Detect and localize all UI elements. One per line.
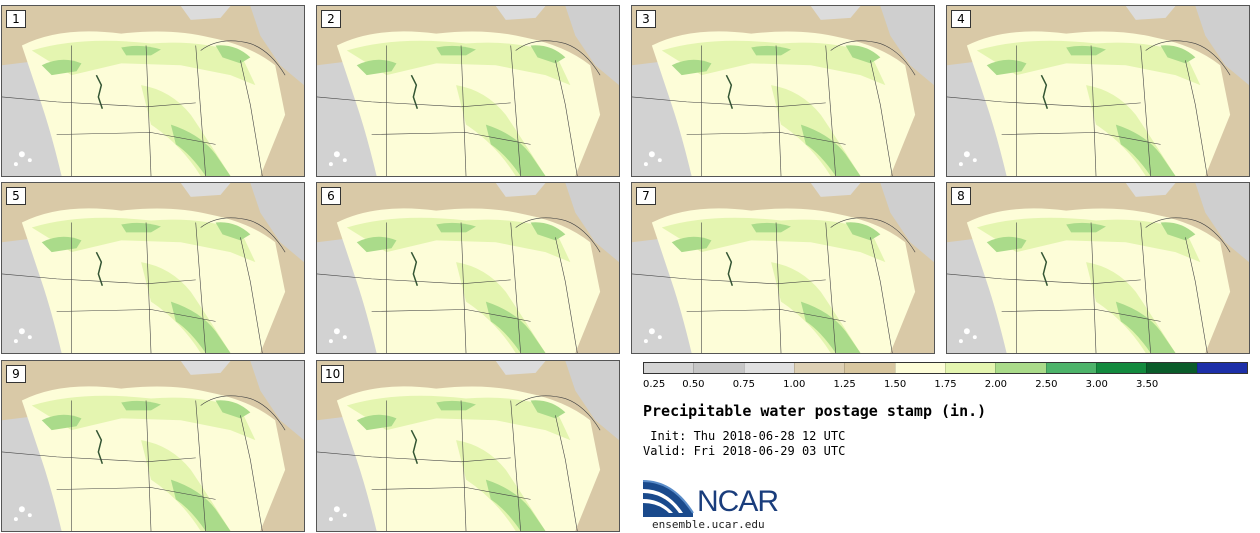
precipitable-water-map bbox=[2, 183, 304, 353]
map-panel-9: 9 bbox=[1, 360, 305, 532]
colorbar-swatch bbox=[844, 363, 895, 373]
panel-number-label: 8 bbox=[951, 187, 971, 205]
colorbar-swatch bbox=[693, 363, 744, 373]
map-panel-5: 5 bbox=[1, 182, 305, 354]
colorbar bbox=[643, 362, 1248, 374]
colorbar-swatch bbox=[743, 363, 794, 373]
colorbar-swatch bbox=[793, 363, 845, 373]
precipitable-water-map bbox=[317, 6, 619, 176]
map-panel-3: 3 bbox=[631, 5, 935, 177]
panel-number-label: 5 bbox=[6, 187, 26, 205]
valid-time: Valid: Fri 2018-06-29 03 UTC bbox=[643, 444, 846, 458]
precipitable-water-map bbox=[947, 6, 1249, 176]
map-panel-2: 2 bbox=[316, 5, 620, 177]
colorbar-swatch bbox=[1196, 363, 1247, 373]
precipitable-water-map bbox=[947, 183, 1249, 353]
colorbar-swatch bbox=[644, 363, 694, 373]
colorbar-tick-label: 1.75 bbox=[934, 379, 957, 390]
init-time: Init: Thu 2018-06-28 12 UTC bbox=[643, 429, 846, 443]
colorbar-tick-label: 2.00 bbox=[984, 379, 1008, 390]
map-panel-4: 4 bbox=[946, 5, 1250, 177]
colorbar-tick-label: 2.50 bbox=[1035, 379, 1058, 390]
colorbar-swatch bbox=[1146, 363, 1197, 373]
ncar-logo-text: NCAR bbox=[697, 485, 779, 518]
panel-number-label: 9 bbox=[6, 365, 26, 383]
ncar-logo-icon bbox=[643, 480, 694, 517]
colorbar-tick-label: 3.00 bbox=[1085, 379, 1108, 390]
colorbar-tick-label: 1.25 bbox=[833, 379, 856, 390]
colorbar-swatch bbox=[1045, 363, 1096, 373]
panel-number-label: 3 bbox=[636, 10, 656, 28]
colorbar-tick-label: 0.50 bbox=[682, 379, 705, 390]
map-panel-7: 7 bbox=[631, 182, 935, 354]
colorbar-tick-label: 1.00 bbox=[783, 379, 806, 390]
map-panel-1: 1 bbox=[1, 5, 305, 177]
colorbar-tick-labels: 0.25 0.50 0.75 1.00 1.25 1.50 1.75 2.00 2.50 3.00… bbox=[643, 379, 1248, 393]
colorbar-tick-label: 3.50 bbox=[1136, 379, 1159, 390]
precipitable-water-map bbox=[317, 361, 619, 531]
panel-number-label: 1 bbox=[6, 10, 26, 28]
panel-number-label: 4 bbox=[951, 10, 971, 28]
colorbar-swatch bbox=[894, 363, 945, 373]
colorbar-swatch bbox=[944, 363, 996, 373]
precipitable-water-map bbox=[317, 183, 619, 353]
map-panel-8: 8 bbox=[946, 182, 1250, 354]
precipitable-water-map bbox=[632, 183, 934, 353]
colorbar-swatch bbox=[1095, 363, 1147, 373]
colorbar-tick-label: 0.75 bbox=[732, 379, 755, 390]
precipitable-water-map bbox=[2, 6, 304, 176]
colorbar-tick-label: 1.50 bbox=[883, 379, 907, 390]
site-url: ensemble.ucar.edu bbox=[652, 518, 765, 531]
colorbar-swatch bbox=[995, 363, 1046, 373]
panel-number-label: 6 bbox=[321, 187, 341, 205]
precipitable-water-map bbox=[2, 361, 304, 531]
colorbar-tick-label: 0.25 bbox=[643, 379, 666, 390]
panel-number-label: 7 bbox=[636, 187, 656, 205]
panel-number-label: 2 bbox=[321, 10, 341, 28]
precipitable-water-map bbox=[632, 6, 934, 176]
page-title: Precipitable water postage stamp (in.) bbox=[643, 402, 987, 420]
map-panel-6: 6 bbox=[316, 182, 620, 354]
panel-number-label: 10 bbox=[321, 365, 345, 383]
map-panel-10: 10 bbox=[316, 360, 620, 532]
